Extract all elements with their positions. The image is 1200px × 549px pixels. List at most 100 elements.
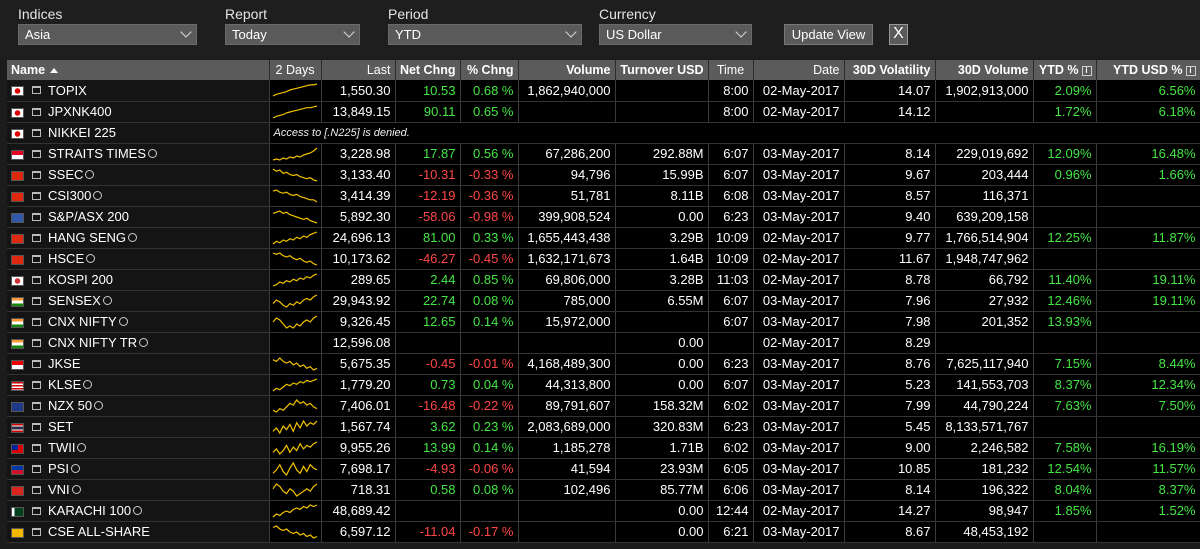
index-name[interactable]: NIKKEI 225 [48,125,116,140]
index-name[interactable]: TOPIX [48,82,87,98]
info-icon[interactable] [118,317,128,327]
col-header-date[interactable]: Date [753,60,845,80]
index-name[interactable]: CSE ALL-SHARE [48,524,150,539]
col-header-time[interactable]: Time [708,60,754,80]
cell-name[interactable]: CNX NIFTY [7,311,270,333]
cell-name[interactable]: NIKKEI 225 [7,122,270,144]
table-row[interactable]: NZX 50 7,406.01 -16.48 -0.22 % 89,791,607 158… [7,395,1200,417]
col-header-net-chng[interactable]: Net Chng [395,60,461,80]
table-row[interactable]: STRAITS TIMES 3,228.98 17.87 0.56 % 67,286,2… [7,143,1200,165]
popout-window-icon[interactable] [32,107,41,116]
index-name[interactable]: KLSE [48,377,82,392]
table-row[interactable]: PSI 7,698.17 -4.93 -0.06 % 41,594 23.93M 6:05 0… [7,458,1200,480]
index-name[interactable]: S&P/ASX 200 [48,209,129,224]
popout-window-icon[interactable] [32,191,41,200]
index-name[interactable]: CNX NIFTY TR [48,335,138,350]
cell-name[interactable]: HANG SENG [7,227,270,249]
index-name[interactable]: KOSPI 200 [48,272,114,287]
info-icon[interactable] [139,338,149,348]
cell-name[interactable]: JPXNK400 [7,101,270,123]
info-icon[interactable]: i [1185,65,1196,76]
popout-window-icon[interactable] [32,296,41,305]
table-row[interactable]: TWII 9,955.26 13.99 0.14 % 1,185,278 1.71B 6:0… [7,437,1200,459]
table-row[interactable]: KOSPI 200 289.65 2.44 0.85 % 69,806,000 3.28B… [7,269,1200,291]
popout-window-icon[interactable] [32,380,41,389]
info-icon[interactable] [148,149,157,159]
info-icon[interactable]: i [1081,65,1092,76]
popout-window-icon[interactable] [32,464,41,473]
cell-name[interactable]: SSEC [7,164,270,186]
index-name[interactable]: PSI [48,461,69,476]
index-name[interactable]: CSI300 [48,188,92,203]
col-header-pct-chng[interactable]: % Chng [460,60,519,80]
close-button[interactable]: X [889,24,908,45]
col-header-volume[interactable]: Volume [518,60,616,80]
table-row[interactable]: JPXNK400 13,849.15 90.11 0.65 % 8:00 02-May-2… [7,101,1200,123]
cell-name[interactable]: TOPIX [7,80,270,102]
cell-name[interactable]: CNX NIFTY TR [7,332,270,354]
index-name[interactable]: JPXNK400 [48,104,112,119]
col-header-30d-volume[interactable]: 30D Volume [935,60,1034,80]
info-icon[interactable] [85,170,95,180]
info-icon[interactable] [94,401,104,411]
table-row[interactable]: HSCE 10,173.62 -46.27 -0.45 % 1,632,171,673 1… [7,248,1200,270]
popout-window-icon[interactable] [32,233,41,242]
index-name[interactable]: TWII [48,440,76,455]
table-row[interactable]: CSE ALL-SHARE 6,597.12 -11.04 -0.17 % 0.00 6:… [7,521,1200,543]
table-row[interactable]: SET 1,567.74 3.62 0.23 % 2,083,689,000 320.83… [7,416,1200,438]
indices-select[interactable]: Asia [18,24,197,45]
cell-name[interactable]: HSCE [7,248,270,270]
index-name[interactable]: SENSEX [48,293,101,308]
index-name[interactable]: JKSE [48,356,81,371]
popout-window-icon[interactable] [32,86,41,95]
cell-name[interactable]: JKSE [7,353,270,375]
table-row[interactable]: S&P/ASX 200 5,892.30 -58.06 -0.98 % 399,908,… [7,206,1200,228]
popout-window-icon[interactable] [32,149,41,158]
col-header-last[interactable]: Last [321,60,396,80]
cell-name[interactable]: CSI300 [7,185,270,207]
popout-window-icon[interactable] [32,443,41,452]
col-header-ytd[interactable]: YTD % i [1033,60,1097,80]
popout-window-icon[interactable] [32,359,41,368]
cell-name[interactable]: KOSPI 200 [7,269,270,291]
table-row[interactable]: TOPIX 1,550.30 10.53 0.68 % 1,862,940,000 8:0… [7,80,1200,102]
currency-select[interactable]: US Dollar [599,24,752,45]
period-select[interactable]: YTD [388,24,582,45]
cell-name[interactable]: VNI [7,479,270,501]
col-header-turnover[interactable]: Turnover USD [615,60,709,80]
index-name[interactable]: STRAITS TIMES [48,146,146,161]
popout-window-icon[interactable] [32,401,41,410]
table-row[interactable]: JKSE 5,675.35 -0.45 -0.01 % 4,168,489,300 0.0… [7,353,1200,375]
table-row[interactable]: NIKKEI 225 Access to [.N225] is denied. [7,122,1200,144]
popout-window-icon[interactable] [32,317,41,326]
popout-window-icon[interactable] [32,527,41,536]
popout-window-icon[interactable] [32,275,41,284]
cell-name[interactable]: NZX 50 [7,395,270,417]
info-icon[interactable] [83,380,93,390]
info-icon[interactable] [77,443,87,453]
table-row[interactable]: SENSEX 29,943.92 22.74 0.08 % 785,000 6.55M 6:… [7,290,1200,312]
popout-window-icon[interactable] [32,170,41,179]
info-icon[interactable] [93,191,103,201]
cell-name[interactable]: S&P/ASX 200 [7,206,270,228]
popout-window-icon[interactable] [32,338,41,347]
update-view-button[interactable]: Update View [784,24,873,45]
cell-name[interactable]: TWII [7,437,270,459]
cell-name[interactable]: SET [7,416,270,438]
index-name[interactable]: VNI [48,482,70,497]
index-name[interactable]: NZX 50 [48,398,93,413]
index-name[interactable]: KARACHI 100 [48,503,132,518]
col-header-ytd-usd[interactable]: YTD USD % i [1096,60,1200,80]
cell-name[interactable]: PSI [7,458,270,480]
popout-window-icon[interactable] [32,254,41,263]
table-row[interactable]: KLSE 1,779.20 0.73 0.04 % 44,313,800 0.00 6:07… [7,374,1200,396]
table-row[interactable]: HANG SENG 24,696.13 81.00 0.33 % 1,655,443,4… [7,227,1200,249]
table-row[interactable]: VNI 718.31 0.58 0.08 % 102,496 85.77M 6:06 03-M… [7,479,1200,501]
cell-name[interactable]: KLSE [7,374,270,396]
info-icon[interactable] [86,254,96,264]
index-name[interactable]: HSCE [48,251,85,266]
cell-name[interactable]: KARACHI 100 [7,500,270,522]
info-icon[interactable] [70,464,80,474]
index-name[interactable]: SSEC [48,167,84,182]
info-icon[interactable] [133,506,143,516]
